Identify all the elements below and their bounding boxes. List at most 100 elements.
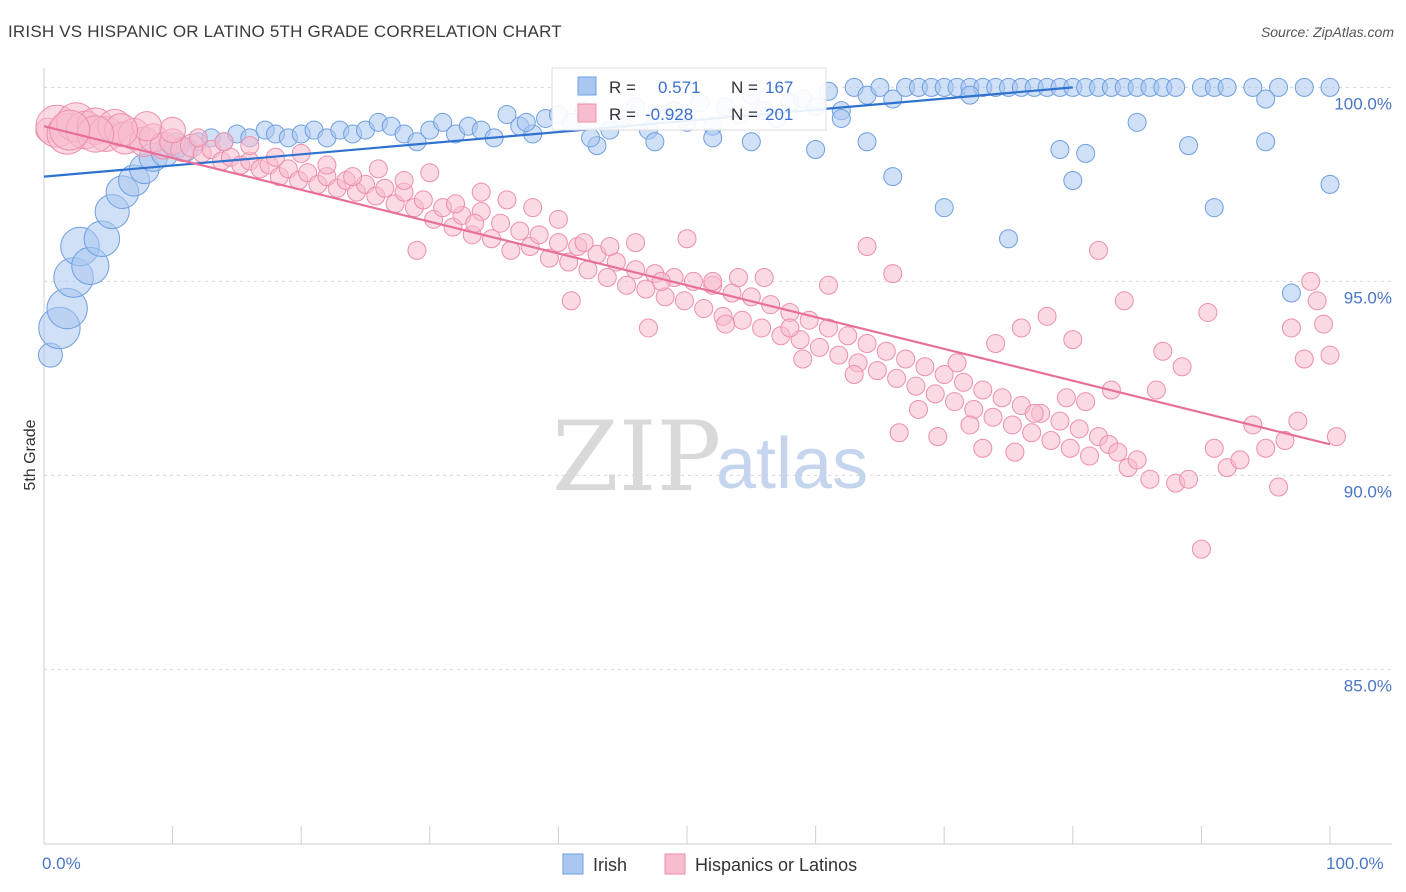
hispanic-point [413, 190, 433, 210]
stats-n-value-irish: 167 [765, 78, 793, 97]
x-tick-label-min: 0.0% [42, 854, 81, 873]
irish-point [1166, 77, 1186, 97]
hispanic-point [407, 240, 427, 260]
legend-swatch-irish [562, 853, 584, 875]
hispanic-point [809, 337, 829, 357]
hispanic-point [973, 438, 993, 458]
y-tick-label: 95.0% [1344, 288, 1392, 307]
hispanic-point [1069, 419, 1089, 439]
hispanic-point [844, 365, 864, 385]
hispanic-point [446, 194, 466, 214]
hispanic-point [960, 415, 980, 435]
irish-point [806, 139, 826, 159]
source-label: Source: ZipAtlas.com [1260, 24, 1394, 40]
hispanic-point [973, 380, 993, 400]
hispanic-point [953, 372, 973, 392]
hispanic-point [1011, 318, 1031, 338]
hispanic-point [1281, 318, 1301, 338]
hispanic-point [1230, 450, 1250, 470]
hispanic-point [465, 213, 485, 233]
hispanic-point [857, 333, 877, 353]
hispanic-point [636, 279, 656, 299]
hispanic-point [829, 345, 849, 365]
irish-point [1243, 77, 1263, 97]
hispanic-point [1314, 314, 1334, 334]
hispanic-point [1114, 291, 1134, 311]
irish-point [1269, 77, 1289, 97]
hispanic-point [906, 376, 926, 396]
irish-point [1204, 198, 1224, 218]
hispanic-point [1301, 271, 1321, 291]
hispanic-point [857, 236, 877, 256]
irish-point [433, 112, 453, 132]
hispanic-point [1005, 442, 1025, 462]
hispanic-point [947, 353, 967, 373]
hispanic-point [1320, 345, 1340, 365]
hispanic-point [1060, 438, 1080, 458]
hispanic-point [752, 318, 772, 338]
legend: Irish Hispanics or Latinos [562, 853, 857, 875]
hispanic-point [1041, 430, 1061, 450]
hispanic-point [1307, 291, 1327, 311]
stats-n-label-hispanic: N = [731, 105, 758, 124]
hispanic-point [716, 314, 736, 334]
hispanic-point [626, 233, 646, 253]
axes [43, 68, 1392, 845]
irish-point [407, 132, 427, 152]
hispanic-point [1256, 438, 1276, 458]
hispanic-point [1204, 438, 1224, 458]
irish-point [703, 128, 723, 148]
hispanic-point [1153, 341, 1173, 361]
hispanic-point [925, 384, 945, 404]
hispanic-point [1198, 302, 1218, 322]
hispanic-point [317, 155, 337, 175]
hispanic-point [728, 268, 748, 288]
hispanic-point [1108, 442, 1128, 462]
hispanic-point [992, 388, 1012, 408]
hispanic-point [375, 178, 395, 198]
hispanic-point [818, 318, 838, 338]
trend-line-irish [43, 86, 1073, 178]
series-hispanic-points [35, 102, 1346, 559]
stats-box-frame [551, 67, 827, 131]
hispanic-point [548, 233, 568, 253]
hispanic-point [944, 392, 964, 412]
hispanic-point [1024, 403, 1044, 423]
watermark: ZIP atlas [552, 401, 868, 513]
hispanic-point [600, 236, 620, 256]
hispanic-point [49, 109, 91, 151]
irish-point [741, 132, 761, 152]
legend-item-irish[interactable]: Irish [562, 853, 627, 875]
irish-point [831, 108, 851, 128]
irish-point [1281, 283, 1301, 303]
stats-box: R = 0.571 N = 167 R = -0.928 N = 201 [551, 67, 827, 131]
hispanic-point [732, 310, 752, 330]
hispanic-point [368, 159, 388, 179]
irish-point [999, 229, 1018, 249]
legend-label-hispanic: Hispanics or Latinos [695, 855, 857, 875]
hispanic-point [703, 271, 723, 291]
irish-point [1217, 77, 1237, 97]
irish-point [497, 105, 517, 125]
hispanic-point [574, 233, 594, 253]
irish-point [1256, 132, 1276, 152]
watermark-zip: ZIP [552, 401, 721, 513]
hispanic-point [928, 427, 948, 447]
hispanic-point [1127, 450, 1147, 470]
hispanic-point [677, 229, 697, 249]
hispanic-point [491, 213, 511, 233]
hispanic-point [240, 136, 260, 156]
y-axis-title: 5th Grade [22, 419, 39, 490]
irish-point [1050, 139, 1070, 159]
irish-point [1076, 143, 1096, 163]
irish-point [1256, 89, 1276, 109]
hispanic-point [883, 264, 903, 284]
irish-point [1127, 112, 1147, 132]
hispanic-point [754, 268, 774, 288]
stats-n-label-irish: N = [731, 78, 758, 97]
irish-point [883, 167, 903, 187]
legend-item-hispanic[interactable]: Hispanics or Latinos [664, 853, 857, 875]
hispanic-point [561, 291, 581, 311]
hispanic-point [915, 357, 935, 377]
